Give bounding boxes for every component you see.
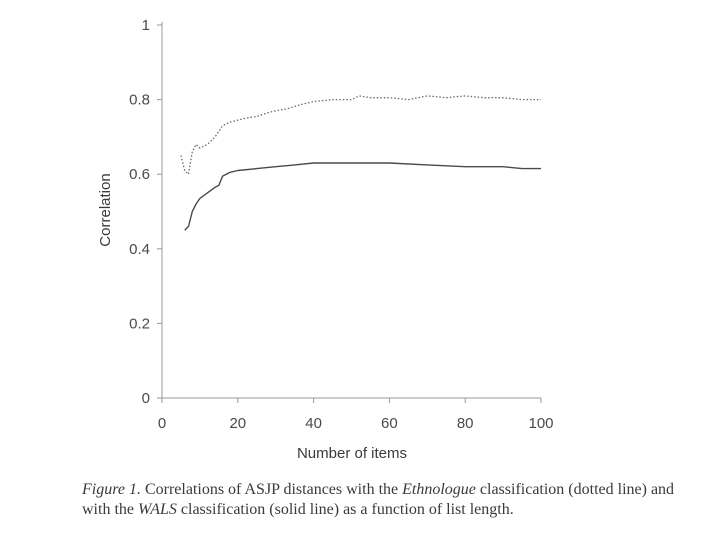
caption-ethnologue: Ethnologue [402,481,476,498]
series-line-dotted [180,95,541,175]
y-tick-label: 0.8 [129,92,150,109]
y-tick-label: 0.6 [129,166,150,183]
x-tick-label: 0 [158,415,166,432]
caption-figure-label: Figure 1. [82,481,141,498]
x-axis-title: Number of items [297,445,407,462]
series-line-solid [184,162,541,231]
figure-caption: Figure 1. Correlations of ASJP distances… [82,480,682,520]
x-tick-label: 40 [305,415,322,432]
y-axis-title: Correlation [97,173,114,246]
caption-text-2: classification (dotted line) and with th… [82,481,675,518]
caption-wals: WALS [138,501,177,518]
series-lines [180,95,541,231]
y-tick-label: 0.2 [129,315,150,332]
x-tick-label: 20 [229,415,246,432]
x-tick-label: 80 [457,415,474,432]
y-tick-label: 1 [142,17,150,34]
x-tick-labels: 0 20 40 60 80 100 [158,398,554,432]
x-tick-label: 60 [381,415,398,432]
chart: 0 0.2 0.4 0.6 0.8 1 0 20 40 60 80 100 Number of it… [97,17,554,462]
caption-text-1: Correlations of ASJP distances with the [140,481,403,498]
y-tick-label: 0 [142,390,150,407]
axes [161,22,541,399]
caption-text-3: classification (solid line) as a functio… [176,501,514,518]
y-tick-labels: 0 0.2 0.4 0.6 0.8 1 [129,17,162,407]
x-tick-label: 100 [528,415,553,432]
y-tick-label: 0.4 [129,241,150,258]
